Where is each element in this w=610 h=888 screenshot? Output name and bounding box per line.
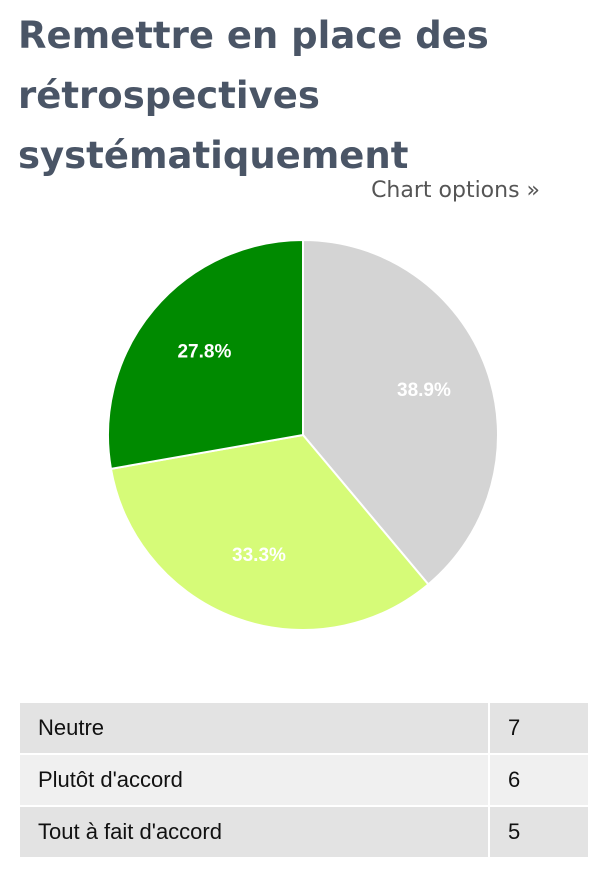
slice-percent-label: 27.8%: [177, 341, 231, 362]
table-row: Tout à fait d'accord 5: [18, 805, 590, 859]
slice-percent-label: 38.9%: [397, 380, 451, 401]
pie-slice: [109, 433, 430, 632]
row-label: Plutôt d'accord: [18, 753, 490, 807]
row-label: Neutre: [18, 701, 490, 755]
pie-chart: 38.9% 33.3% 27.8%: [107, 238, 499, 632]
pie-slice: [107, 238, 304, 471]
table-row: Plutôt d'accord 6: [18, 753, 590, 807]
row-value: 6: [488, 753, 590, 807]
row-value: 7: [488, 701, 590, 755]
pie-slice: [302, 238, 499, 586]
chart-options-link[interactable]: Chart options »: [371, 178, 540, 203]
row-value: 5: [488, 805, 590, 859]
data-table: Neutre 7 Plutôt d'accord 6 Tout à fait d…: [18, 701, 590, 859]
row-label: Tout à fait d'accord: [18, 805, 490, 859]
table-row: Neutre 7: [18, 701, 590, 755]
chart-title: Remettre en place des rétrospectives sys…: [18, 14, 489, 177]
slice-percent-label: 33.3%: [232, 545, 286, 566]
